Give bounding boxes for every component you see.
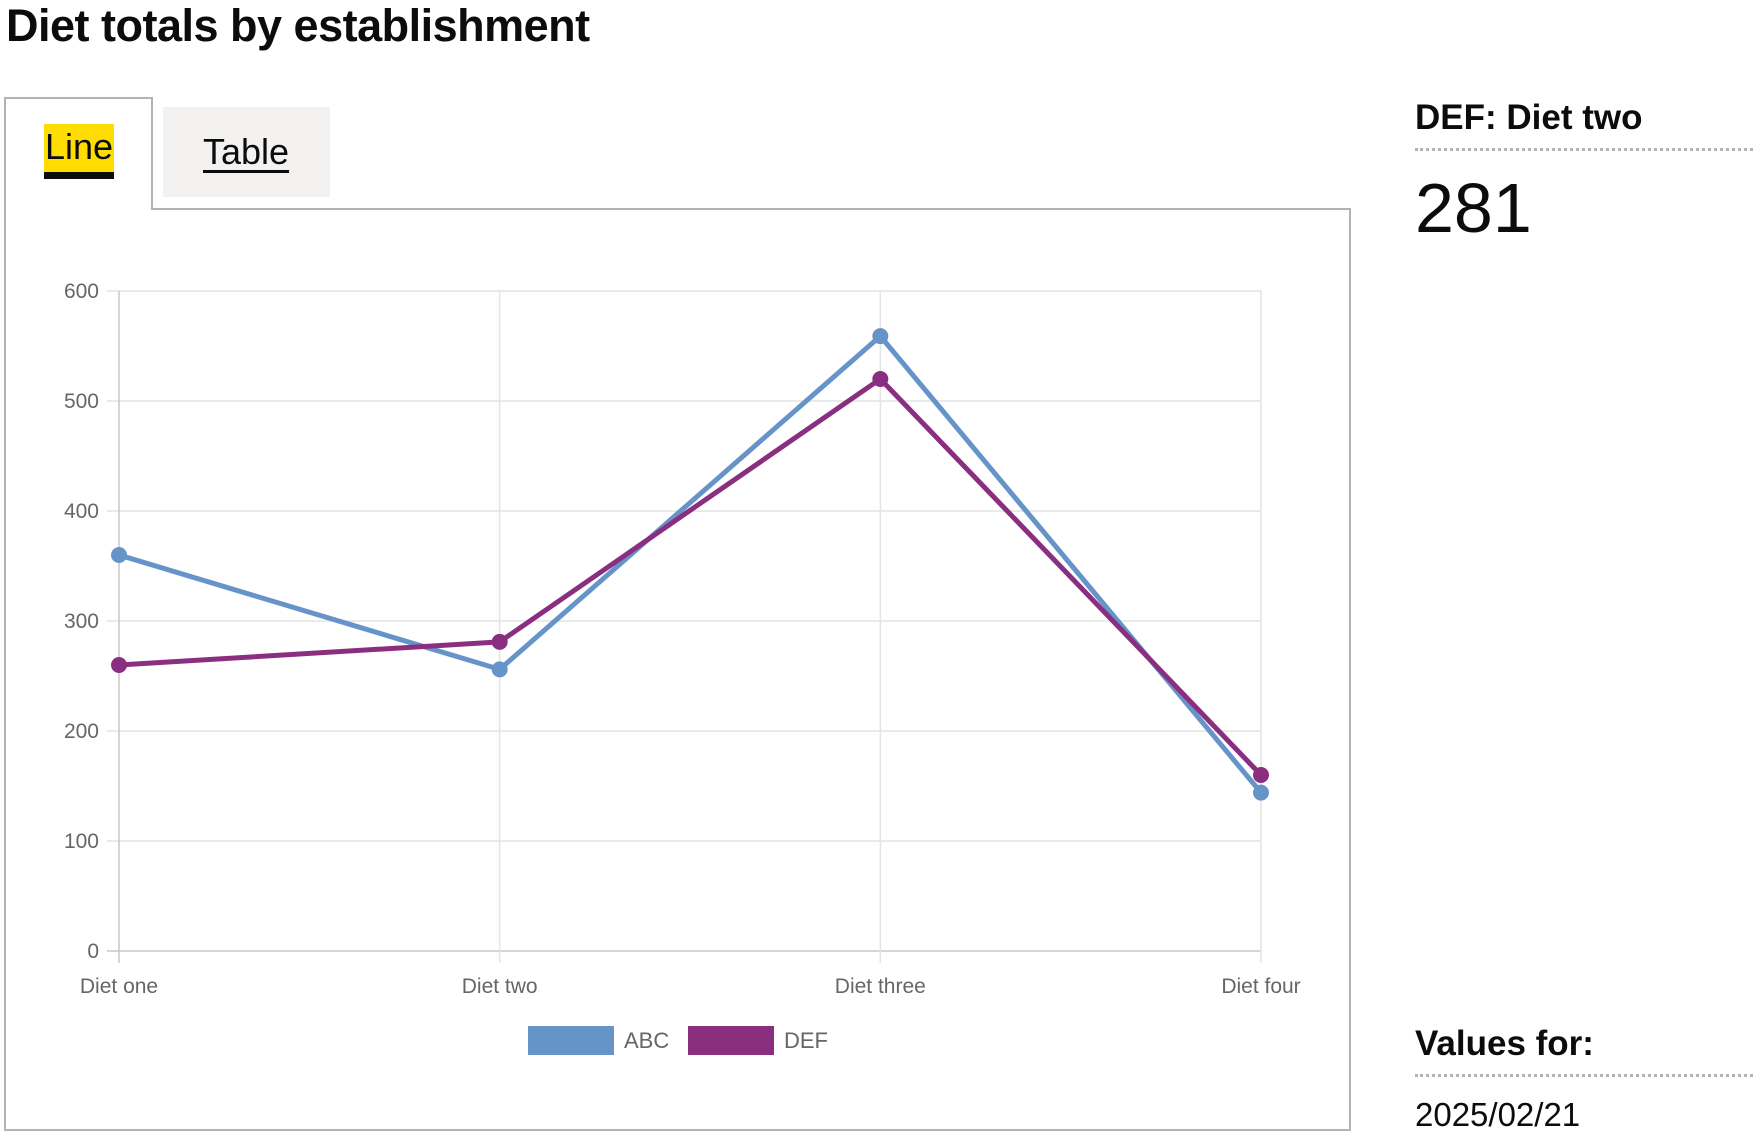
y-tick-label: 200 <box>64 720 99 743</box>
tab-line[interactable]: Line <box>4 97 153 210</box>
chart-panel <box>4 208 1351 1131</box>
series-line-def <box>118 376 1263 777</box>
tooltip-value: 281 <box>1415 169 1532 247</box>
legend-swatch-abc <box>528 1026 614 1055</box>
values-for-block: Values for: <box>1415 1024 1753 1077</box>
values-for-date: 2025/02/21 <box>1415 1096 1581 1133</box>
data-point-def <box>872 371 889 387</box>
tooltip-heading-block: DEF: Diet two <box>1415 98 1753 151</box>
legend-label-def: DEF <box>784 1028 828 1053</box>
x-tick-label: Diet four <box>1221 975 1300 998</box>
data-point-abc <box>872 328 889 345</box>
tab-table-label: Table <box>203 131 290 172</box>
page-title: Diet totals by establishment <box>6 0 590 51</box>
data-point-def <box>491 633 508 650</box>
y-tick-label: 100 <box>64 830 99 853</box>
y-tick-label: 400 <box>64 500 99 523</box>
tooltip-heading: DEF: Diet two <box>1415 98 1753 151</box>
values-for-label: Values for: <box>1415 1024 1753 1077</box>
data-point-abc <box>111 547 127 563</box>
x-tick-label: Diet one <box>80 975 158 998</box>
x-tick-label: Diet two <box>462 975 538 998</box>
legend-label-abc: ABC <box>624 1028 669 1053</box>
tab-table[interactable]: Table <box>163 107 330 197</box>
y-tick-label: 300 <box>64 610 99 633</box>
y-tick-label: 0 <box>87 940 99 963</box>
y-tick-label: 500 <box>64 390 99 413</box>
data-point-abc <box>1253 784 1269 801</box>
data-point-abc <box>491 661 508 678</box>
series-line-abc <box>118 333 1263 795</box>
x-tick-label: Diet three <box>835 975 926 998</box>
data-point-def <box>111 657 127 673</box>
y-tick-label: 600 <box>64 280 99 303</box>
tab-line-label: Line <box>44 124 115 179</box>
legend-swatch-def <box>688 1026 774 1055</box>
data-point-def <box>1253 767 1269 783</box>
